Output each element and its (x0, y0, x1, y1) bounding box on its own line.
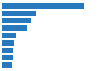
Bar (2, 33, 16, 38)
Bar (2, 11, 36, 16)
Bar (2, 55, 13, 60)
Bar (2, 62, 12, 68)
Bar (2, 3, 84, 9)
Bar (2, 48, 13, 53)
Bar (2, 40, 14, 46)
Bar (2, 25, 27, 31)
Bar (2, 18, 31, 23)
